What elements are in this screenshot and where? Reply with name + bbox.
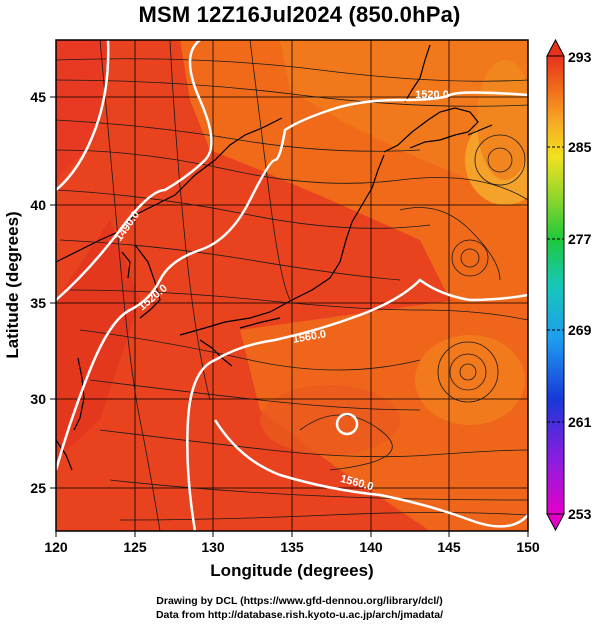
y-tick-label: 40: [30, 197, 46, 213]
contour-label: 1560.0: [292, 328, 327, 346]
colorbar-gradient: [546, 55, 565, 515]
x-tick-label: 145: [437, 539, 461, 555]
wind-streamlines: [56, 40, 528, 531]
credit-data-source: Data from http://database.rish.kyoto-u.a…: [155, 609, 444, 621]
credit-drawing: Drawing by DCL (https://www.gfd-dennou.o…: [156, 595, 443, 607]
colorbar-tick-label: 269: [568, 322, 592, 338]
contour-label: 1520.0: [415, 89, 449, 101]
colorbar-upper-arrow: [546, 38, 565, 57]
x-tick-label: 140: [359, 539, 383, 555]
y-axis-ticks: 25 30 35 40 45: [30, 89, 46, 496]
x-axis-title: Longitude (degrees): [210, 561, 373, 580]
coastlines: [56, 44, 493, 471]
y-tick-label: 35: [30, 295, 46, 311]
y-tick-label: 30: [30, 391, 46, 407]
x-tick-label: 130: [201, 539, 225, 555]
colorbar-tick-label: 293: [568, 49, 592, 65]
colorbar-tick-label: 253: [568, 506, 592, 522]
y-axis-title: Latitude (degrees): [3, 211, 22, 358]
map-title: MSM 12Z16Jul2024 (850.0hPa): [138, 2, 461, 27]
x-tick-label: 120: [44, 539, 68, 555]
tick-marks: [50, 96, 529, 537]
x-axis-ticks: 120 125 130 135 140 145 150: [44, 539, 540, 555]
x-tick-label: 125: [123, 539, 147, 555]
x-tick-label: 135: [280, 539, 304, 555]
height-contours: [56, 40, 528, 531]
colorbar-lower-arrow: [546, 513, 565, 532]
colorbar-tick-label: 285: [568, 139, 592, 155]
colorbar: 293 285 277 269 261 253: [546, 38, 592, 532]
colorbar-tick-label: 261: [568, 414, 592, 430]
y-tick-label: 45: [30, 89, 46, 105]
y-tick-label: 25: [30, 480, 46, 496]
x-tick-label: 150: [516, 539, 540, 555]
colorbar-tick-label: 277: [568, 231, 592, 247]
lat-lon-grid: [56, 40, 528, 531]
